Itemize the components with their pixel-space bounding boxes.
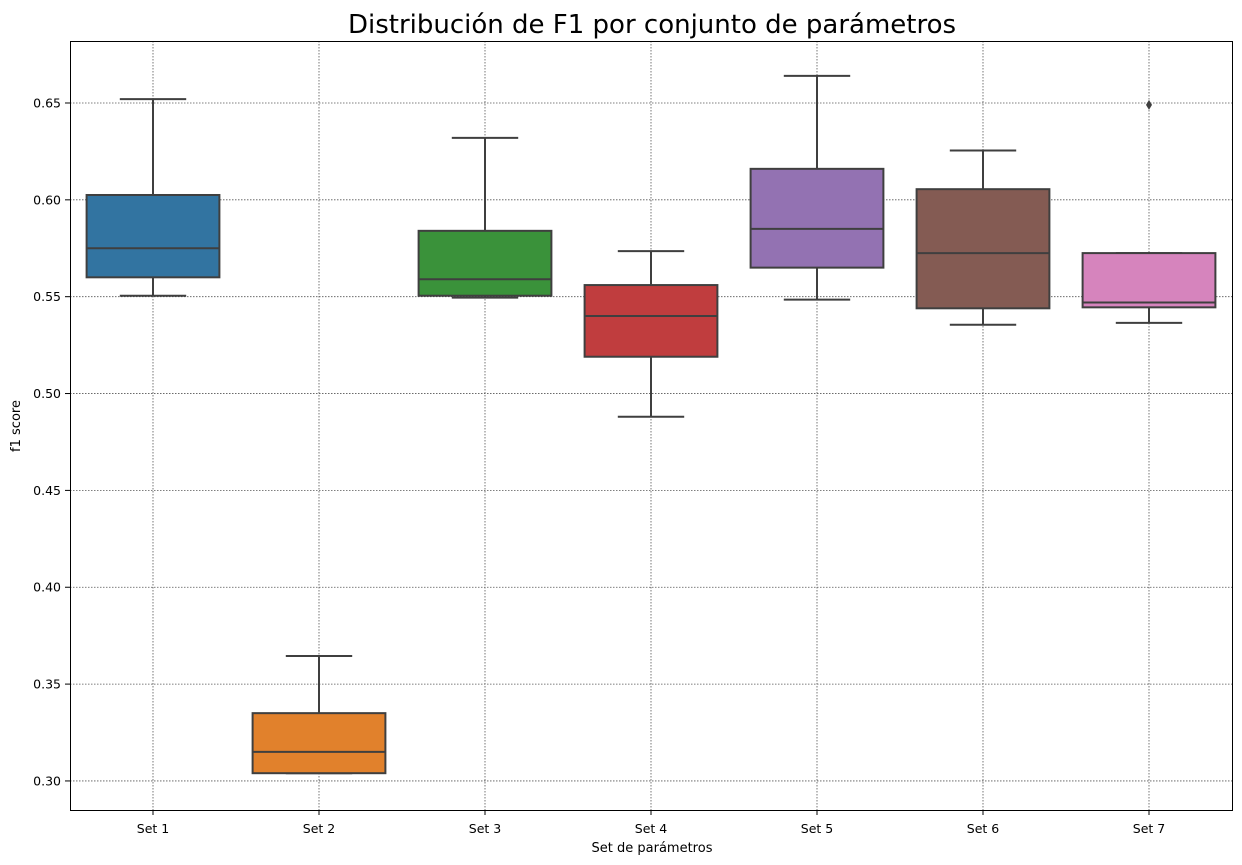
y-tick-label: 0.55 — [33, 289, 61, 304]
plot-frame — [70, 41, 1233, 811]
box-iqr — [417, 229, 553, 297]
x-tick-label: Set 5 — [801, 821, 833, 836]
grid-layer — [70, 41, 1232, 810]
box-group — [749, 74, 885, 301]
y-axis-label: f1 score — [9, 400, 24, 452]
box-layer — [85, 74, 1217, 775]
box-iqr — [251, 712, 387, 775]
x-tick-label: Set 4 — [635, 821, 667, 836]
x-tick-label: Set 2 — [303, 821, 335, 836]
x-tick-label: Set 3 — [469, 821, 501, 836]
box-group — [251, 655, 387, 775]
box-iqr — [915, 188, 1051, 310]
chart-title: Distribución de F1 por conjunto de parám… — [348, 10, 956, 40]
box-group — [417, 136, 553, 299]
y-tick-label: 0.65 — [33, 95, 61, 110]
box-iqr — [85, 193, 221, 279]
y-tick-label: 0.35 — [33, 677, 61, 692]
x-tick-label: Set 6 — [967, 821, 999, 836]
outlier-point — [1146, 99, 1152, 110]
box-group — [85, 98, 221, 297]
tick-layer: 0.30 0.35 0.40 0.45 0.50 0.55 0.60 0.65 Set 1 Set… — [33, 95, 1165, 836]
box-iqr — [749, 167, 885, 269]
y-tick-label: 0.40 — [33, 580, 61, 595]
box-iqr — [1081, 252, 1217, 309]
x-tick-label: Set 1 — [137, 821, 169, 836]
x-axis-label: Set de parámetros — [592, 841, 713, 856]
box-group — [915, 149, 1051, 326]
box-iqr — [583, 284, 719, 358]
y-tick-label: 0.30 — [33, 773, 61, 788]
box-group — [1081, 99, 1217, 324]
y-tick-label: 0.45 — [33, 483, 61, 498]
x-tick-label: Set 7 — [1133, 821, 1165, 836]
box-group — [583, 250, 719, 418]
y-tick-label: 0.60 — [33, 192, 61, 207]
y-tick-label: 0.50 — [33, 386, 61, 401]
